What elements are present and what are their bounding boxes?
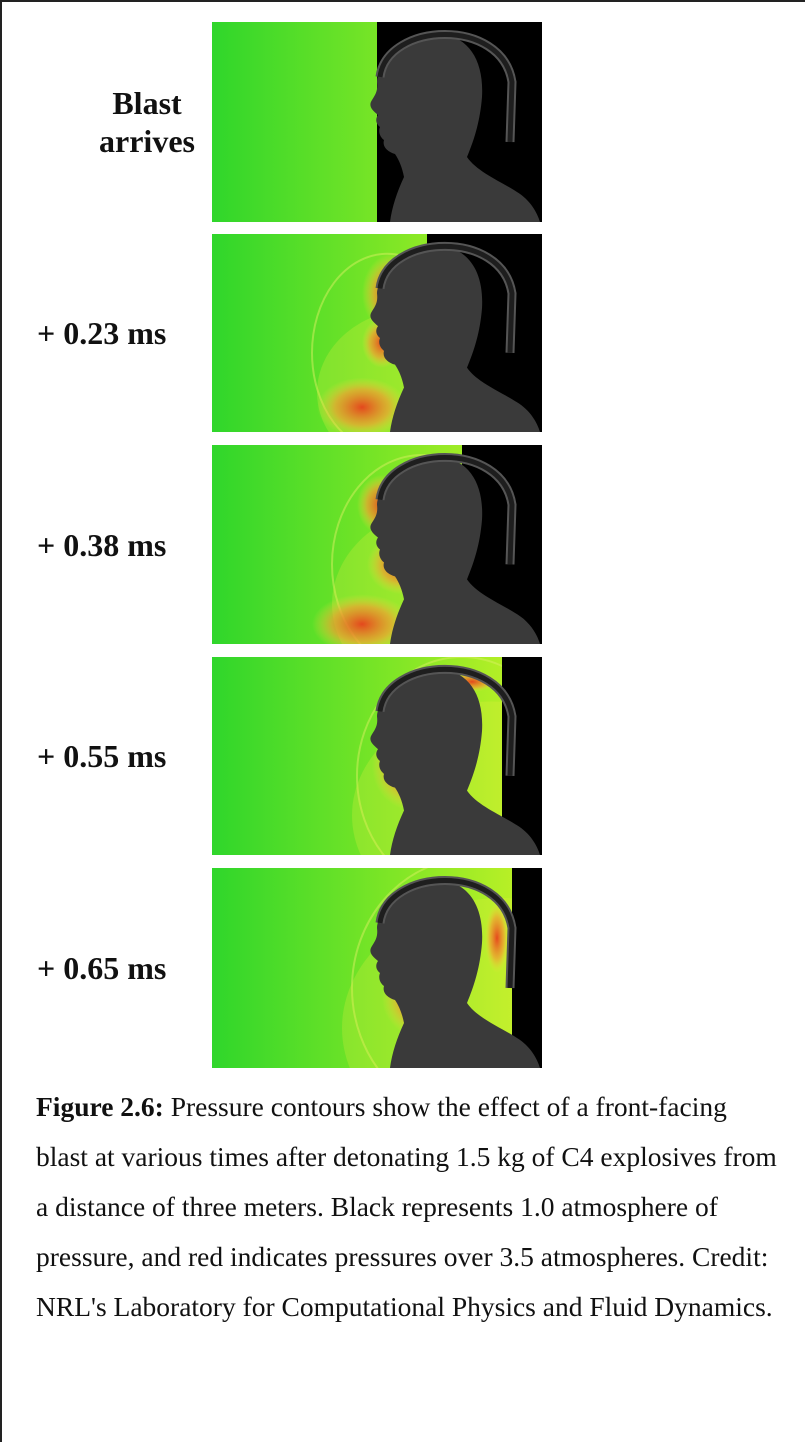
time-label: + 0.65 ms [37, 949, 166, 987]
pressure-image [212, 657, 542, 855]
time-label: + 0.23 ms [37, 314, 166, 352]
time-label: Blast arrives [82, 84, 212, 160]
simulation-frame [212, 234, 542, 432]
pressure-image [212, 22, 542, 222]
time-label: + 0.38 ms [37, 526, 166, 564]
time-label: + 0.55 ms [37, 737, 166, 775]
figure-page: Figure 2.6: Pressure contours show the e… [0, 0, 805, 1442]
simulation-frame [212, 657, 542, 855]
figure-caption: Figure 2.6: Pressure contours show the e… [36, 1082, 781, 1332]
pressure-image [212, 445, 542, 644]
pressure-image [212, 234, 542, 432]
simulation-frame [212, 22, 542, 222]
simulation-frame [212, 868, 542, 1068]
pressure-image [212, 868, 542, 1068]
simulation-frame [212, 445, 542, 644]
caption-text: Pressure contours show the effect of a f… [36, 1091, 777, 1322]
caption-label: Figure 2.6: [36, 1091, 164, 1122]
